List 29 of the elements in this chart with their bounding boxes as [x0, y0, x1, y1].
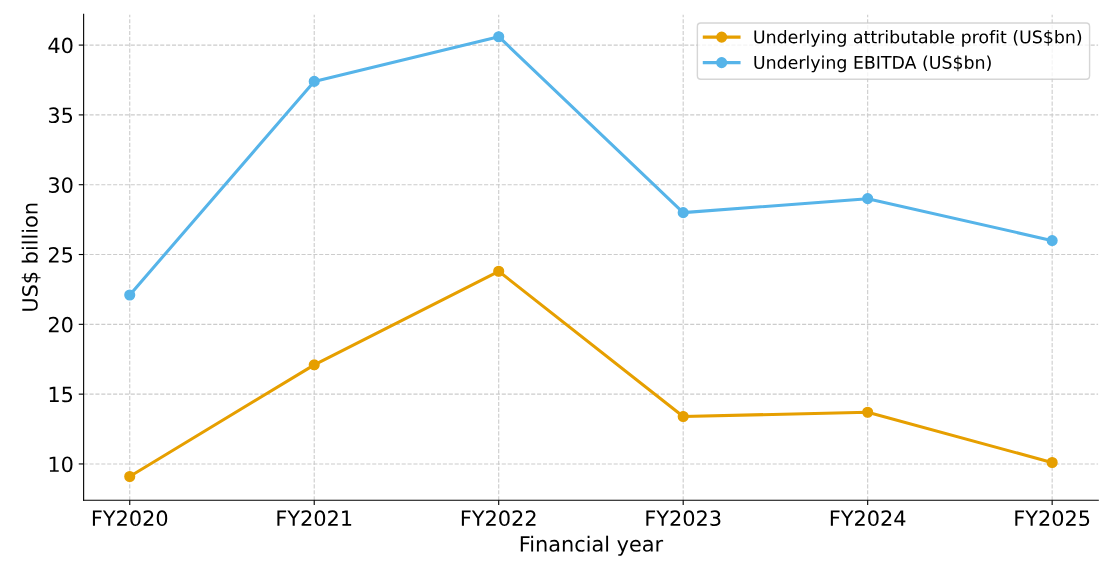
y-tick-label: 25: [48, 246, 73, 263]
point: [1046, 235, 1058, 247]
y-tick-label: 40: [48, 37, 73, 54]
y-tick-label: 10: [49, 456, 73, 473]
x-axis-title: Financial year: [520, 535, 664, 556]
x-tick-label: FY2023: [646, 510, 721, 527]
point: [677, 410, 689, 423]
y-tick-label: 35: [48, 107, 73, 124]
x-tick-label: FY2021: [277, 510, 352, 527]
point: [124, 289, 136, 301]
y-tick-label: 15: [49, 386, 73, 403]
x-tick-label: FY2022: [461, 510, 536, 527]
point: [493, 31, 505, 43]
point: [862, 193, 874, 205]
x-tick-label: FY2025: [1015, 510, 1090, 527]
point: [308, 75, 320, 87]
point: [124, 470, 136, 483]
point: [493, 265, 505, 277]
legend-label: Underlying EBITDA (US$bn): [754, 55, 991, 73]
point: [1046, 456, 1058, 469]
legend-label: Underlying attributable profit (US$bn): [754, 30, 1082, 47]
y-axis-title: US$ billion: [21, 203, 41, 311]
x-tick-label: FY2024: [830, 510, 906, 527]
y-tick-label: 20: [48, 316, 73, 333]
y-tick-label: 30: [48, 177, 73, 193]
point: [308, 359, 320, 371]
point: [677, 207, 689, 219]
point: [862, 406, 874, 418]
x-tick-label: FY2020: [92, 510, 168, 527]
